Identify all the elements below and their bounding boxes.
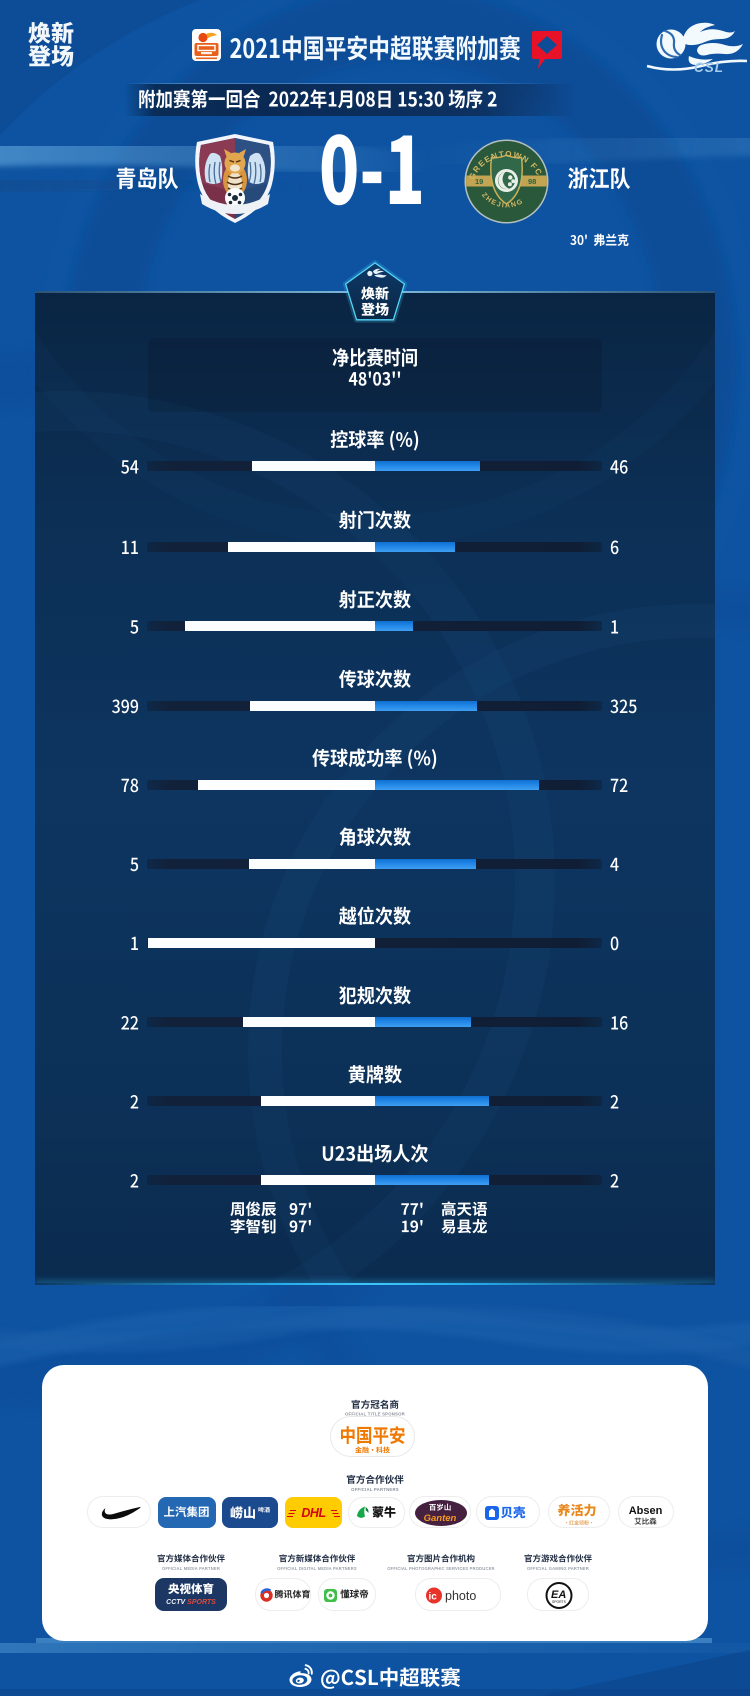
svg-text:EA: EA xyxy=(551,1589,566,1601)
svg-text:CSL: CSL xyxy=(694,60,724,75)
svg-text:98: 98 xyxy=(528,177,536,186)
svg-text:19: 19 xyxy=(475,177,483,186)
svg-text:ic: ic xyxy=(429,1591,438,1602)
svg-text:photo: photo xyxy=(445,1589,476,1603)
svg-text:SPORTS: SPORTS xyxy=(552,1600,567,1604)
